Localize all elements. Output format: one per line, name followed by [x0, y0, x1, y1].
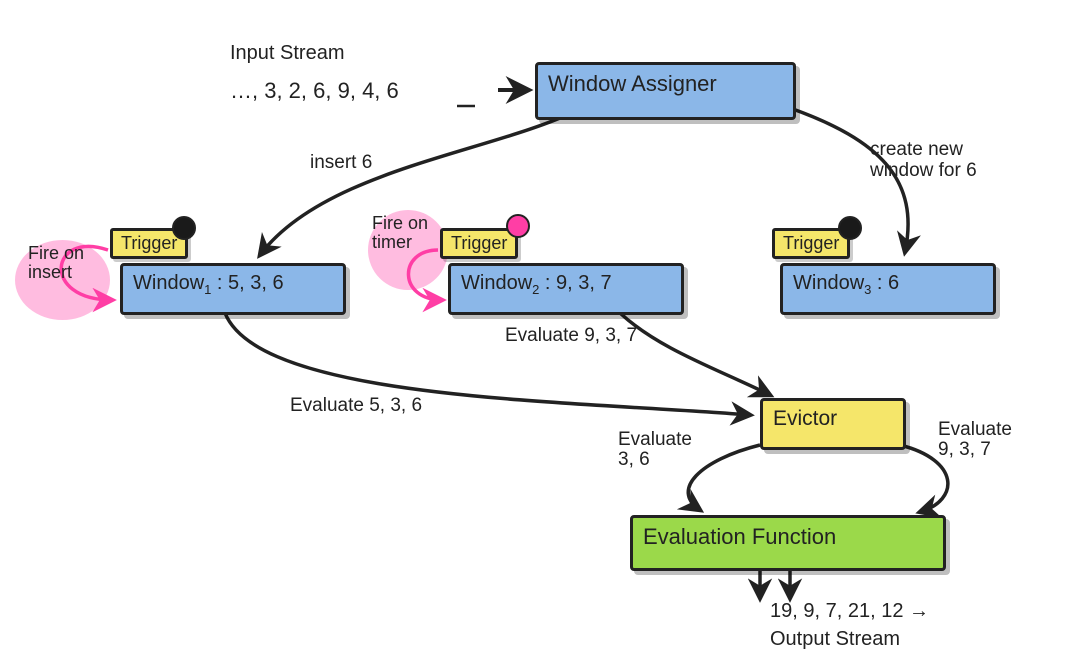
trigger2-tab: Trigger [440, 228, 518, 259]
label-fire-on-insert: Fire on insert [28, 244, 84, 282]
diagram-stage: Input Stream …, 3, 2, 6, 9, 4, 6 Window … [0, 0, 1080, 672]
evictor-box: Evictor [760, 398, 906, 450]
label-evaluate-36: Evaluate 3, 6 [618, 430, 692, 470]
window3-label: Window3 : 6 [793, 272, 899, 294]
label-fire-on-timer: Fire on timer [372, 214, 428, 252]
input-stream-title: Input Stream [230, 42, 345, 65]
window3-box: Window3 : 6 [780, 263, 996, 315]
output-stream-values: 19, 9, 7, 21, 12 → [770, 600, 929, 623]
label-evaluate-937-side: Evaluate 9, 3, 7 [938, 420, 1012, 460]
label-evaluate-536: Evaluate 5, 3, 6 [290, 395, 422, 417]
label-create-new: create new window for 6 [870, 140, 977, 182]
window1-label: Window1 : 5, 3, 6 [133, 272, 284, 294]
output-stream-title: Output Stream [770, 628, 900, 651]
window2-label: Window2 : 9, 3, 7 [461, 272, 612, 294]
trigger1-pin-icon [172, 216, 196, 240]
label-evaluate-937-top: Evaluate 9, 3, 7 [505, 325, 637, 347]
window-assigner-box: Window Assigner [535, 62, 796, 120]
trigger3-pin-icon [838, 216, 862, 240]
evaluation-function-box: Evaluation Function [630, 515, 946, 571]
input-stream-values: …, 3, 2, 6, 9, 4, 6 [230, 78, 399, 104]
trigger2-pin-icon [506, 214, 530, 238]
window1-box: Window1 : 5, 3, 6 [120, 263, 346, 315]
window2-box: Window2 : 9, 3, 7 [448, 263, 684, 315]
label-insert6: insert 6 [310, 152, 372, 174]
